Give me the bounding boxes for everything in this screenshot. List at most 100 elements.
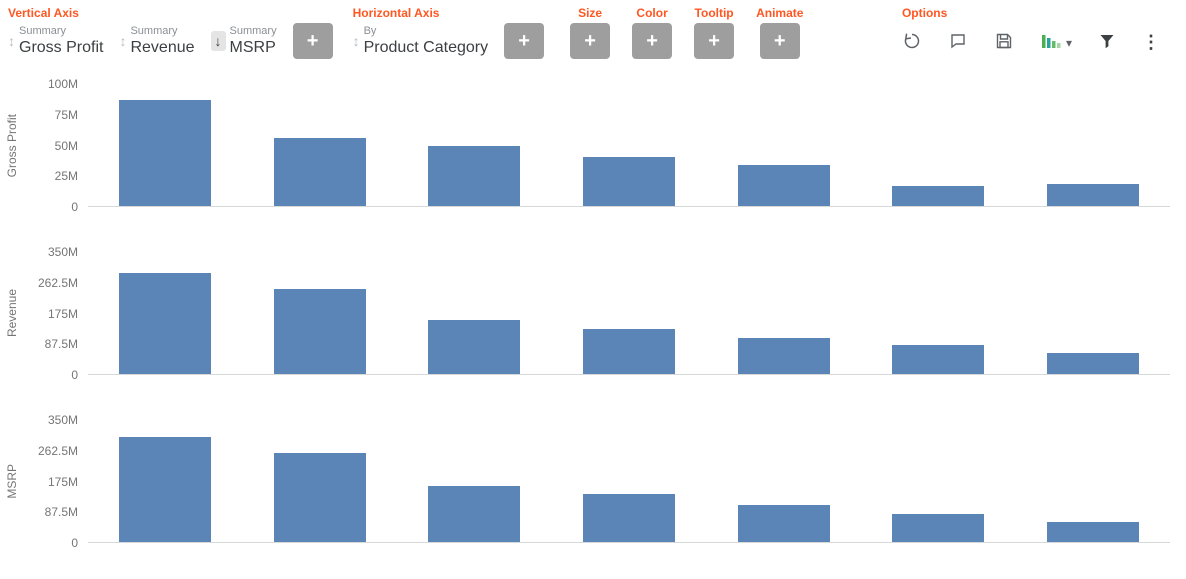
category-slot <box>397 420 552 542</box>
category-slot <box>88 420 243 542</box>
y-axis-ticks: 100M 75M 50M 25M 0 <box>24 77 88 214</box>
y-axis-ticks: 350M 262.5M 175M 87.5M 0 <box>24 245 88 382</box>
field-name: MSRP <box>229 38 276 56</box>
field-revenue[interactable]: ↕ Summary Revenue <box>119 25 194 58</box>
field-name: Revenue <box>130 38 195 56</box>
sort-icon[interactable]: ↕ <box>8 33 15 49</box>
field-tag: By <box>363 24 377 37</box>
bar-computers[interactable] <box>737 504 830 542</box>
chart-type-selector[interactable]: ▾ <box>1040 31 1072 54</box>
tooltip-section: Tooltip + <box>694 6 735 59</box>
field-product-category[interactable]: ↕ By Product Category <box>353 25 489 58</box>
category-slot <box>552 84 707 206</box>
bar-camcorder[interactable] <box>428 485 521 542</box>
category-slot <box>1015 252 1170 374</box>
add-horizontal-axis-field-button[interactable]: + <box>504 23 545 59</box>
annotation-icon <box>948 31 968 54</box>
category-slot <box>552 420 707 542</box>
add-vertical-axis-field-button[interactable]: + <box>292 23 333 59</box>
category-slot <box>861 252 1016 374</box>
bar-camcorder[interactable] <box>428 146 521 206</box>
category-slot <box>397 252 552 374</box>
sort-icon[interactable]: ↕ <box>119 33 127 49</box>
y-tick-label: 50M <box>54 138 78 153</box>
bar-stereo-systems[interactable] <box>119 437 212 542</box>
bar-televisions[interactable] <box>892 514 985 542</box>
plot-area <box>88 420 1170 543</box>
y-tick-label: 262.5M <box>37 443 78 458</box>
y-tick-label: 262.5M <box>37 275 78 290</box>
annotation-button[interactable] <box>948 31 968 54</box>
bar-video-production[interactable] <box>1046 522 1139 542</box>
bar-video-production[interactable] <box>1046 353 1139 374</box>
bar-accessories[interactable] <box>583 493 676 542</box>
bar-computers[interactable] <box>737 338 830 374</box>
filter-icon <box>1098 32 1116 53</box>
tooltip-header: Tooltip <box>694 6 734 20</box>
y-tick-label: 0 <box>71 200 78 214</box>
add-animate-field-button[interactable]: + <box>759 23 800 59</box>
chart-panel-gross-profit: Gross Profit 100M 75M 50M 25M 0 <box>0 77 1186 214</box>
bar-media-player[interactable] <box>273 288 366 374</box>
chart-type-icon <box>1040 31 1062 54</box>
y-axis-title: Gross Profit <box>5 113 19 178</box>
undo-button[interactable] <box>902 31 922 54</box>
size-header: Size <box>578 6 603 20</box>
y-tick-label: 350M <box>47 413 78 427</box>
sort-descending-icon[interactable]: ↓ <box>210 31 226 51</box>
category-slot <box>706 252 861 374</box>
size-section: Size + <box>570 6 611 59</box>
save-icon <box>994 31 1014 54</box>
category-slot <box>1015 420 1170 542</box>
bar-computers[interactable] <box>737 164 830 206</box>
category-slot <box>88 252 243 374</box>
save-button[interactable] <box>994 31 1014 54</box>
chart-panel-revenue: Revenue 350M 262.5M 175M 87.5M 0 <box>0 245 1186 382</box>
bar-accessories[interactable] <box>583 328 676 374</box>
animate-section: Animate + <box>756 6 803 59</box>
field-tag: Summary <box>19 24 67 37</box>
options-section: Options <box>902 6 1160 54</box>
add-color-field-button[interactable]: + <box>632 23 673 59</box>
more-icon: ⋮ <box>1142 32 1160 52</box>
y-axis-title: MSRP <box>5 464 19 499</box>
sort-icon[interactable]: ↕ <box>352 33 360 49</box>
bar-stereo-systems[interactable] <box>119 272 212 374</box>
app-toolbar: Vertical Axis ↕ Summary Gross Profit ↕ S… <box>0 0 1186 70</box>
category-slot <box>552 252 707 374</box>
category-slot <box>88 84 243 206</box>
add-tooltip-field-button[interactable]: + <box>694 23 735 59</box>
y-tick-label: 87.5M <box>44 505 78 520</box>
bar-media-player[interactable] <box>273 137 366 206</box>
bar-camcorder[interactable] <box>428 319 521 374</box>
y-tick-label: 350M <box>47 245 78 259</box>
bar-televisions[interactable] <box>892 186 985 206</box>
category-slot <box>1015 84 1170 206</box>
filter-button[interactable] <box>1098 32 1116 53</box>
bar-televisions[interactable] <box>892 345 985 374</box>
category-slot <box>243 84 398 206</box>
bar-video-production[interactable] <box>1046 184 1139 206</box>
y-tick-label: 75M <box>54 107 78 122</box>
field-msrp[interactable]: ↓ Summary MSRP <box>210 25 277 58</box>
y-tick-label: 0 <box>71 536 78 550</box>
y-tick-label: 175M <box>47 306 78 321</box>
y-axis-ticks: 350M 262.5M 175M 87.5M 0 <box>24 413 88 550</box>
bar-stereo-systems[interactable] <box>119 99 212 206</box>
category-slot <box>706 420 861 542</box>
y-tick-label: 175M <box>47 474 78 489</box>
chevron-down-icon: ▾ <box>1065 35 1072 50</box>
undo-icon <box>902 31 922 54</box>
field-name: Gross Profit <box>19 38 104 56</box>
field-name: Product Category <box>363 38 489 56</box>
field-gross-profit[interactable]: ↕ Summary Gross Profit <box>8 25 103 58</box>
horizontal-axis-section: Horizontal Axis ↕ By Product Category + <box>353 6 545 59</box>
plot-area <box>88 84 1170 207</box>
bar-accessories[interactable] <box>583 157 676 206</box>
more-options-button[interactable]: ⋮ <box>1142 32 1160 53</box>
color-header: Color <box>636 6 668 20</box>
chart-panel-msrp: MSRP 350M 262.5M 175M 87.5M 0 <box>0 413 1186 550</box>
bar-media-player[interactable] <box>273 453 366 542</box>
add-size-field-button[interactable]: + <box>570 23 611 59</box>
